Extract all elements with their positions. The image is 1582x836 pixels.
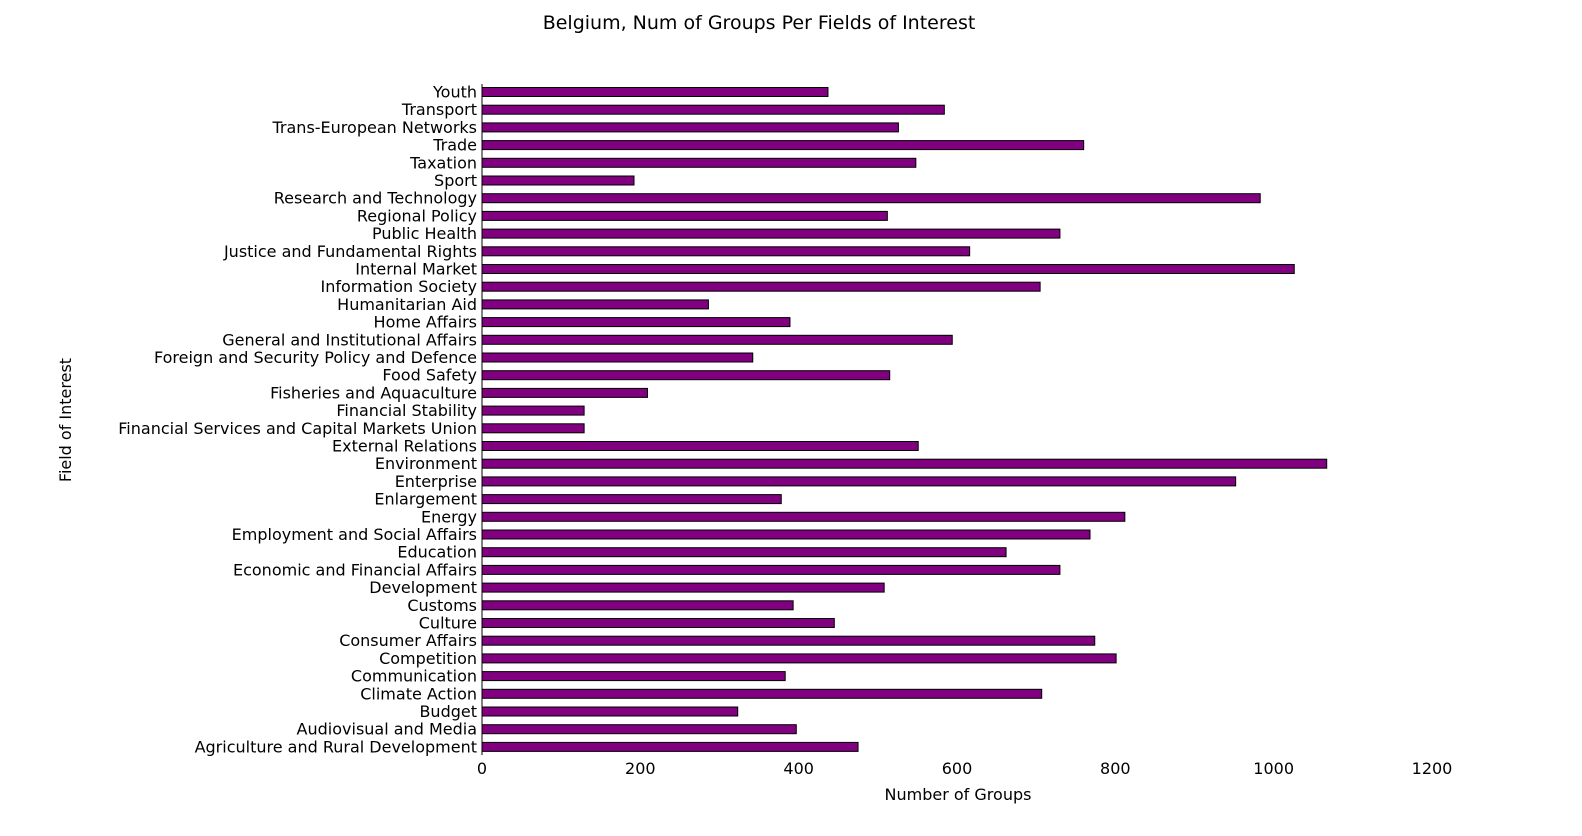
bar [481, 387, 648, 398]
category-label: Humanitarian Aid [337, 295, 477, 314]
category-label: Transport [401, 100, 477, 119]
category-label: Consumer Affairs [339, 631, 477, 650]
bar [481, 228, 1061, 239]
bar [481, 671, 786, 682]
category-label: Enlargement [374, 490, 477, 509]
category-label: Customs [407, 596, 477, 615]
category-label: Communication [351, 667, 477, 686]
category-label: Food Safety [382, 366, 477, 385]
category-label: Enterprise [395, 472, 477, 491]
bar [481, 582, 885, 593]
category-label: Development [369, 578, 477, 597]
x-tick-label: 1000 [1253, 759, 1294, 778]
bar [481, 564, 1061, 575]
bar [481, 140, 1085, 151]
x-tick-label: 0 [477, 759, 487, 778]
bar [481, 741, 859, 752]
bar [481, 281, 1041, 292]
bar [481, 724, 797, 735]
category-label: Audiovisual and Media [297, 720, 477, 739]
x-tick-label: 800 [1100, 759, 1131, 778]
y-axis-label: Field of Interest [56, 358, 75, 482]
bar [481, 104, 945, 115]
category-label: Research and Technology [274, 189, 477, 208]
bar [481, 87, 829, 97]
bar [481, 618, 835, 628]
category-label: External Relations [332, 437, 477, 456]
bar [481, 352, 754, 363]
bar [481, 458, 1328, 469]
bar [481, 122, 899, 133]
category-label: Budget [419, 702, 477, 721]
bar [481, 635, 1096, 646]
category-label: Competition [379, 649, 477, 668]
category-label: Sport [434, 171, 477, 190]
bar [481, 529, 1091, 540]
category-label: Foreign and Security Policy and Defence [154, 348, 477, 367]
chart-title: Belgium, Num of Groups Per Fields of Int… [543, 12, 976, 34]
bars-group [481, 87, 1328, 752]
category-label: Public Health [372, 224, 477, 243]
bar [481, 175, 635, 186]
category-label: Internal Market [355, 260, 477, 279]
x-tick-label: 1200 [1412, 759, 1453, 778]
category-label: General and Institutional Affairs [222, 330, 477, 349]
category-label: Financial Stability [336, 401, 477, 420]
category-label: Agriculture and Rural Development [195, 737, 477, 756]
bar [481, 600, 794, 611]
category-label: Economic and Financial Affairs [233, 560, 477, 579]
bar [481, 193, 1261, 204]
category-label: Energy [421, 507, 477, 526]
bar [481, 494, 782, 505]
category-label: Youth [432, 83, 477, 102]
bar [481, 511, 1126, 522]
bar [481, 688, 1043, 699]
category-label: Education [397, 543, 477, 562]
category-label: Justice and Fundamental Rights [223, 242, 477, 261]
category-label: Home Affairs [374, 313, 477, 332]
bar [481, 370, 891, 381]
category-label: Trans-European Networks [272, 118, 478, 137]
category-label: Financial Services and Capital Markets U… [118, 419, 477, 438]
category-label: Climate Action [360, 684, 477, 703]
x-axis-label: Number of Groups [885, 785, 1032, 804]
bar [481, 547, 1007, 558]
category-label: Trade [432, 136, 477, 155]
bar [481, 210, 888, 221]
category-label: Culture [419, 614, 477, 633]
bar [481, 334, 953, 345]
bar [481, 441, 919, 451]
category-label: Fisheries and Aquaculture [270, 383, 477, 402]
bar [481, 653, 1117, 664]
bar [481, 246, 971, 257]
bar [481, 476, 1237, 487]
bar [481, 299, 709, 310]
category-label: Regional Policy [357, 206, 477, 225]
bar [481, 423, 585, 434]
x-ticks: 0 200 400 600 800 1000 1200 [477, 759, 1452, 778]
category-label: Environment [375, 454, 477, 473]
x-tick-label: 200 [625, 759, 656, 778]
bar [481, 157, 917, 168]
bar [481, 264, 1295, 274]
category-label: Employment and Social Affairs [232, 525, 477, 544]
x-tick-label: 400 [783, 759, 814, 778]
bar [481, 405, 585, 416]
category-label: Taxation [409, 153, 477, 172]
category-label: Information Society [321, 277, 477, 296]
bar [481, 706, 739, 717]
bar [481, 317, 791, 328]
x-tick-label: 600 [942, 759, 973, 778]
